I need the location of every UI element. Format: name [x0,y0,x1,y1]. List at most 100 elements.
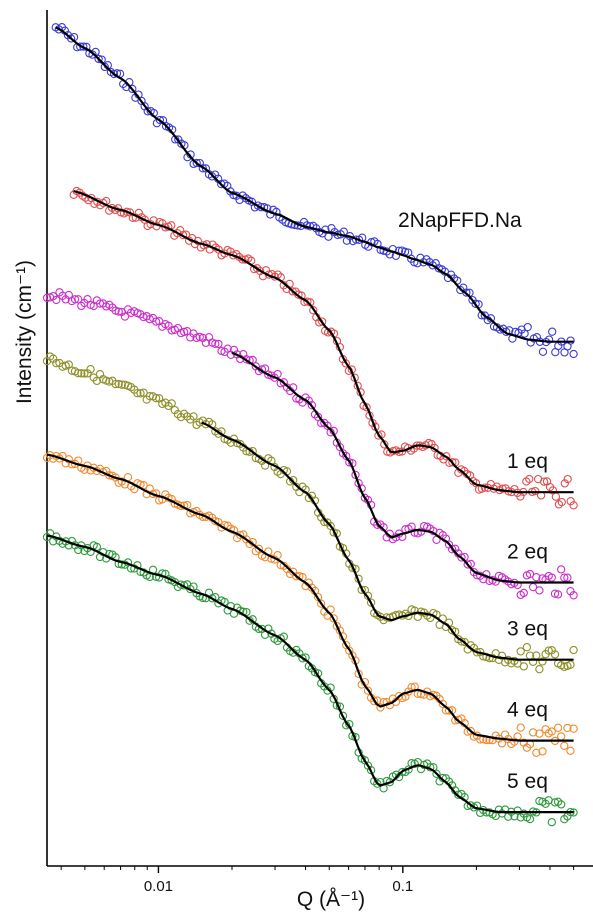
data-point [111,379,120,389]
data-point [366,598,376,607]
data-point [471,299,480,308]
data-point [92,376,102,386]
data-point [539,477,549,486]
data-point [547,573,556,582]
data-point [538,347,548,356]
data-point [560,479,569,488]
data-point [547,818,556,827]
data-point [544,646,553,655]
data-point [155,115,165,125]
data-point [535,586,544,595]
data-point [292,572,301,581]
data-point [298,654,307,663]
data-point [553,590,563,599]
data-point [248,446,257,456]
data-point [151,317,161,326]
data-point [211,339,220,348]
data-point [192,158,201,168]
data-point [563,573,572,582]
data-point [114,379,123,389]
data-point [198,164,207,173]
data-point [122,207,132,216]
data-point [525,569,535,579]
data-point [74,369,83,378]
data-point [566,746,575,755]
fit-curve [231,351,574,584]
data-point [176,580,186,589]
data-point [528,728,538,737]
data-point [363,686,373,695]
data-point [362,403,371,412]
data-point [236,530,245,540]
data-point [94,54,103,64]
data-point [525,474,534,484]
data-point [550,650,560,659]
data-point [551,492,561,501]
data-point [563,723,572,733]
data-point [532,748,541,757]
data-point [329,614,338,623]
data-point [460,637,469,647]
data-point [77,369,86,378]
data-point [42,293,52,303]
data-point [557,732,566,741]
data-point [462,288,471,297]
data-point [179,327,189,337]
data-point [117,380,126,389]
data-point [448,458,457,467]
series-label: 5 eq [507,770,548,793]
fit-curve [46,534,574,814]
data-point [516,723,525,732]
data-point [557,497,566,507]
data-point [80,369,89,378]
data-point [238,255,247,264]
y-axis-title: Intensity (cm⁻¹) [13,260,36,404]
data-point [523,322,532,332]
data-point [519,588,528,598]
data-point [148,489,158,499]
data-point [321,225,330,234]
data-point [370,697,379,706]
fit-curve [55,26,574,343]
data-point [151,572,161,581]
data-point [569,349,578,359]
data-point [457,553,466,562]
data-point [528,657,538,666]
data-point [189,412,198,421]
data-point [501,484,510,493]
series-label: 3 eq [507,618,548,641]
data-point [497,651,507,660]
data-point [522,643,532,652]
data-point [254,544,264,553]
data-point [569,645,578,655]
data-point [326,521,335,531]
data-point [457,637,466,646]
axes [46,10,593,867]
data-point [447,545,457,554]
data-point [52,359,61,368]
data-point [419,258,428,267]
data-point [544,335,554,344]
fit-curve [46,453,574,742]
data-point [338,711,348,720]
data-point [525,814,535,824]
data-point [432,769,441,778]
data-point [444,706,454,715]
data-point [532,573,541,582]
data-point [557,565,566,574]
data-point [120,312,130,321]
data-point [214,339,223,349]
data-point [442,452,451,461]
data-point [70,295,80,304]
fit-curve [73,190,574,494]
data-point [535,729,544,738]
data-point [569,724,578,733]
fit-curve [201,421,574,661]
data-point [548,327,557,336]
data-point [463,560,472,569]
data-point [307,401,317,410]
data-point [560,573,569,582]
data-point [557,800,566,809]
fit-curves [46,26,574,814]
